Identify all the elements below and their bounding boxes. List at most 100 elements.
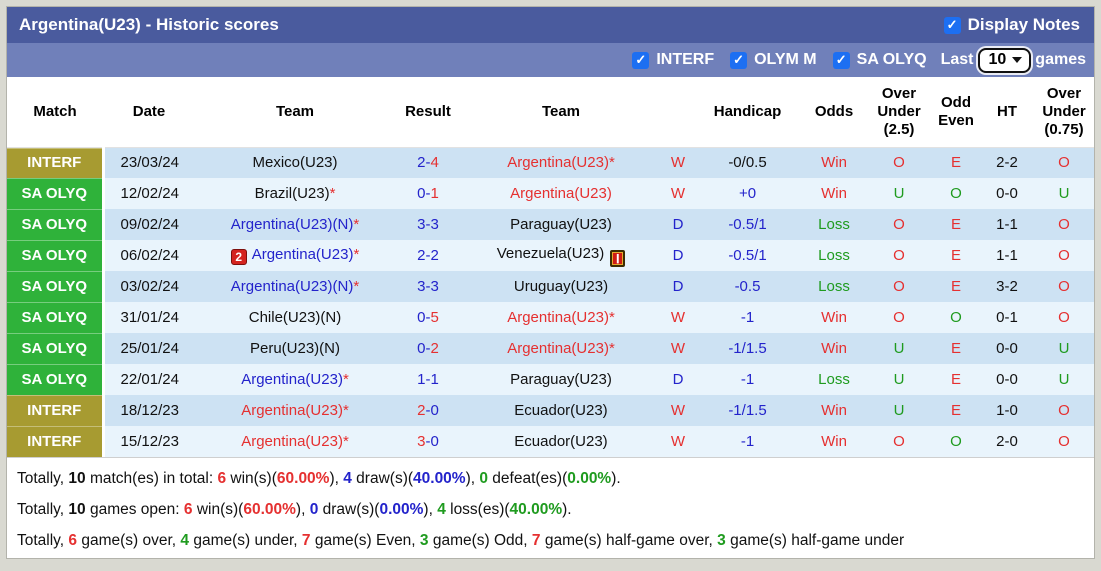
half-time-cell: 2-2 — [982, 147, 1032, 178]
half-time-cell: 3-2 — [982, 271, 1032, 302]
odd-even-cell: E — [930, 395, 982, 426]
away-score: 1 — [430, 371, 439, 388]
away-team-name: Paraguay(U23) — [510, 216, 612, 233]
odds-cell: Win — [800, 147, 868, 178]
home-team-name: Argentina(U23) — [251, 246, 354, 263]
half-time-cell: 0-0 — [982, 364, 1032, 395]
filter-label: OLYM M — [754, 51, 817, 68]
table-row: SA OLYQ 06/02/24 2 Argentina(U23)* 2-2 Venezu… — [7, 240, 1094, 271]
over-under-075-cell: U — [1032, 333, 1094, 364]
home-score: 1 — [417, 371, 426, 388]
handicap-cell: -1 — [695, 302, 800, 333]
away-score: 5 — [430, 309, 439, 326]
away-team-name: Argentina(U23) — [507, 154, 609, 172]
summary-segment: 6 — [68, 532, 78, 549]
display-notes-label: Display Notes — [967, 15, 1080, 34]
summary-segment: 0.00% — [567, 470, 612, 487]
league-badge: SA OLYQ — [7, 240, 105, 271]
over-under-25-cell: O — [868, 302, 930, 333]
home-score: 3 — [417, 278, 426, 295]
handicap-cell: -1 — [695, 426, 800, 457]
summary-line: Totally, 6 game(s) over, 4 game(s) under… — [17, 525, 1084, 556]
table-row: SA OLYQ 12/02/24 Brazil(U23)* 0-1 Argentina(… — [7, 178, 1094, 209]
home-team-cell: Peru(U23)(N) — [195, 333, 395, 364]
score-dash: - — [425, 371, 431, 388]
away-team-name: Venezuela(U23) — [496, 244, 605, 262]
summary-segment: game(s) half-game under — [725, 532, 905, 549]
odd-even-cell: E — [930, 240, 982, 271]
over-under-25-cell: O — [868, 147, 930, 178]
odds-cell: Loss — [800, 240, 868, 271]
summary-segment: Totally, — [17, 501, 69, 518]
odds-cell: Win — [800, 333, 868, 364]
filter-checkbox-sa-olyq[interactable]: ✓ — [832, 51, 850, 69]
wdl-cell: W — [661, 147, 695, 178]
home-team-cell: 2 Argentina(U23)* — [195, 240, 395, 271]
odd-even-cell: O — [930, 178, 982, 209]
date-cell: 25/01/24 — [103, 333, 195, 364]
column-header — [661, 77, 695, 148]
filter-olym-m: ✓ OLYM M — [730, 51, 817, 69]
filter-checkbox-olym-m[interactable]: ✓ — [730, 51, 748, 69]
home-team-name: Brazil(U23) — [254, 185, 330, 202]
home-team-cell: Argentina(U23)(N)* — [195, 271, 395, 302]
odd-even-cell: E — [930, 271, 982, 302]
wdl-cell: D — [661, 364, 695, 395]
league-badge: INTERF — [7, 147, 105, 178]
summary-segment: 10 — [68, 470, 86, 487]
handicap-cell: -0.5 — [695, 271, 800, 302]
over-under-075-cell: O — [1032, 395, 1094, 426]
team-star-marker: * — [353, 278, 360, 295]
away-team-cell: Ecuador(U23) — [461, 395, 661, 426]
home-score: 0 — [417, 340, 426, 357]
away-score: 0 — [430, 433, 439, 450]
home-team-cell: Argentina(U23)* — [195, 395, 395, 426]
handicap-cell: -1/1.5 — [695, 333, 800, 364]
away-score: 3 — [430, 216, 439, 233]
display-notes-checkbox[interactable]: ✓ — [943, 16, 961, 34]
result-cell: 0-5 — [395, 302, 461, 333]
over-under-075-cell: O — [1032, 147, 1094, 178]
summary-segment: game(s) Odd, — [428, 532, 532, 549]
away-team-cell: Ecuador(U23) — [461, 426, 661, 457]
date-cell: 06/02/24 — [103, 240, 195, 271]
home-score: 0 — [417, 185, 426, 202]
team-star-marker: * — [353, 246, 360, 263]
games-count-select[interactable]: 10 — [977, 47, 1032, 73]
result-cell: 3-3 — [395, 271, 461, 302]
summary-segment: game(s) over, — [77, 532, 181, 549]
table-row: SA OLYQ 09/02/24 Argentina(U23)(N)* 3-3 Para… — [7, 209, 1094, 240]
away-team-cell: Paraguay(U23) — [461, 364, 661, 395]
column-header: Odd Even — [930, 77, 982, 148]
over-under-25-cell: U — [868, 178, 930, 209]
odds-cell: Win — [800, 178, 868, 209]
table-row: INTERF 23/03/24 Mexico(U23) 2-4 Argentina(U2… — [7, 147, 1094, 178]
summary-segment: ). — [611, 470, 621, 487]
column-header: HT — [982, 77, 1032, 148]
home-score: 3 — [417, 216, 426, 233]
handicap-cell: -1 — [695, 364, 800, 395]
summary-segment: 0.00% — [379, 501, 424, 518]
summary-segment: 4 — [343, 470, 352, 487]
odd-even-cell: E — [930, 333, 982, 364]
half-time-cell: 1-1 — [982, 240, 1032, 271]
summary-segment: game(s) half-game over, — [540, 532, 718, 549]
away-team-name: Uruguay(U23) — [513, 278, 609, 295]
wdl-cell: W — [661, 302, 695, 333]
summary-segment: win(s)( — [226, 470, 277, 487]
wdl-cell: D — [661, 271, 695, 302]
filter-checkbox-interf[interactable]: ✓ — [632, 51, 650, 69]
result-cell: 3-3 — [395, 209, 461, 240]
over-under-25-cell: O — [868, 271, 930, 302]
score-dash: - — [425, 278, 431, 295]
away-team-cell: Argentina(U23)* — [461, 333, 661, 364]
table-row: INTERF 15/12/23 Argentina(U23)* 3-0 Ecuador(… — [7, 426, 1094, 457]
away-team-name: Ecuador(U23) — [514, 402, 608, 419]
away-team-cell: Argentina(U23) — [461, 178, 661, 209]
title-bar: Argentina(U23) - Historic scores ✓ Displ… — [7, 7, 1094, 43]
wdl-cell: W — [661, 426, 695, 457]
summary-segment: 3 — [717, 532, 726, 549]
home-team-name: Mexico(U23) — [252, 154, 338, 172]
away-score: 2 — [430, 247, 439, 264]
score-dash: - — [425, 433, 431, 450]
